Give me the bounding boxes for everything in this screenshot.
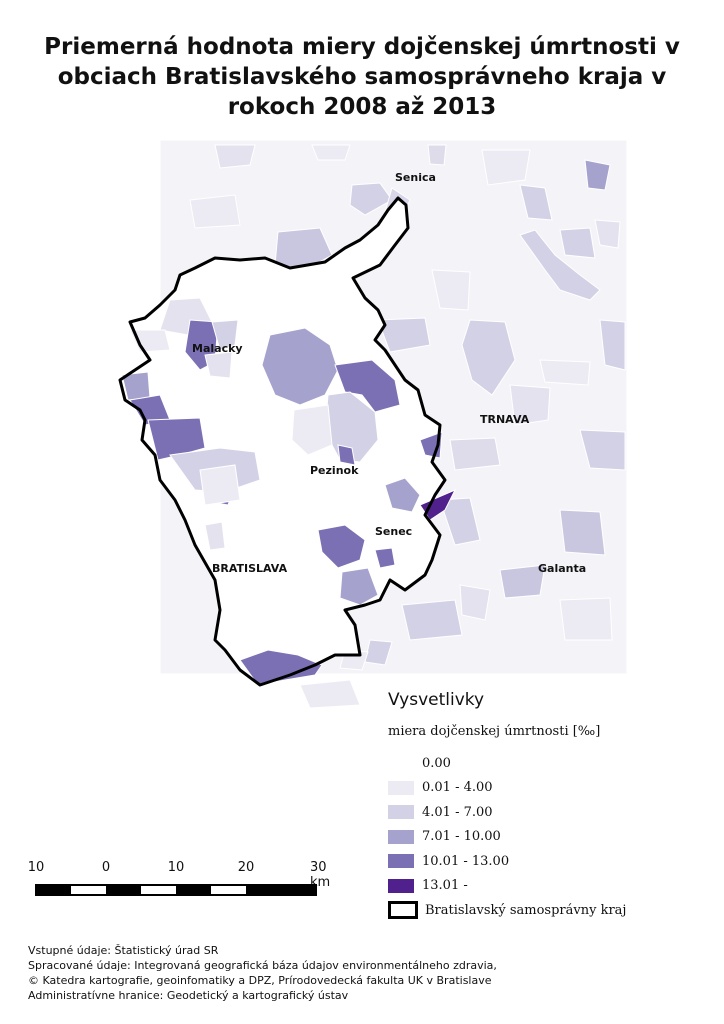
legend-item: 7.01 - 10.00: [388, 825, 688, 850]
legend-label: 0.01 - 4.00: [422, 780, 493, 796]
label-trnava: TRNAVA: [480, 413, 530, 426]
label-bratislava: BRATISLAVA: [212, 562, 288, 575]
legend-label: 13.01 -: [422, 878, 468, 894]
legend-label: 4.01 - 7.00: [422, 804, 493, 820]
legend-swatch: [388, 854, 414, 869]
label-galanta: Galanta: [538, 562, 586, 575]
legend-item-boundary: Bratislavský samosprávny kraj: [388, 898, 688, 923]
scale-bar-graphic: [35, 884, 317, 896]
scale-bar: 10 0 10 20 30 km: [28, 860, 358, 910]
legend-swatch: [388, 878, 414, 893]
credit-line: © Katedra kartografie, geoinfomatiky a D…: [28, 974, 492, 987]
legend-swatch: [388, 780, 414, 795]
label-malacky: Malacky: [192, 342, 243, 355]
map-title: Priemerná hodnota miery dojčenskej úmrtn…: [44, 34, 680, 120]
scale-tick-label: 20: [237, 860, 255, 875]
credit-line: Administratívne hranice: Geodetický a ka…: [28, 989, 349, 1002]
legend-label: 0.00: [422, 755, 451, 771]
region-boundary: [118, 196, 447, 687]
legend-title: Vysvetlivky: [388, 690, 485, 710]
legend-item: 4.01 - 7.00: [388, 800, 688, 825]
label-pezinok: Pezinok: [310, 464, 359, 477]
legend-swatch: [388, 756, 414, 771]
legend-swatch: [388, 829, 414, 844]
legend-swatch: [388, 805, 414, 820]
legend-subtitle: miera dojčenskej úmrtnosti [‰]: [388, 724, 601, 739]
map-legend: Vysvetlivky miera dojčenskej úmrtnosti […: [388, 690, 688, 923]
scale-tick-label: 10: [27, 860, 45, 875]
credits: Vstupné údaje: Štatistický úrad SR Sprac…: [28, 943, 497, 1003]
label-senec: Senec: [375, 525, 412, 538]
label-senica: Senica: [395, 171, 436, 184]
credit-line: Spracované údaje: Integrovaná geografick…: [28, 959, 497, 972]
legend-label: 7.01 - 10.00: [422, 829, 501, 845]
legend-boundary-label: Bratislavský samosprávny kraj: [425, 902, 627, 918]
legend-item: 0.00: [388, 751, 688, 776]
credit-line: Vstupné údaje: Štatistický úrad SR: [28, 944, 219, 957]
region-municipalities: [121, 297, 457, 686]
legend-classes: 0.00 0.01 - 4.00 4.01 - 7.00 7.01 - 10.0…: [388, 751, 688, 923]
scale-tick-label: 10: [167, 860, 185, 875]
boundary-swatch: [388, 901, 418, 920]
legend-item: 13.01 -: [388, 874, 688, 899]
legend-item: 10.01 - 13.00: [388, 849, 688, 874]
legend-item: 0.01 - 4.00: [388, 776, 688, 801]
legend-label: 10.01 - 13.00: [422, 853, 510, 869]
scale-tick-label: 0: [101, 860, 111, 875]
